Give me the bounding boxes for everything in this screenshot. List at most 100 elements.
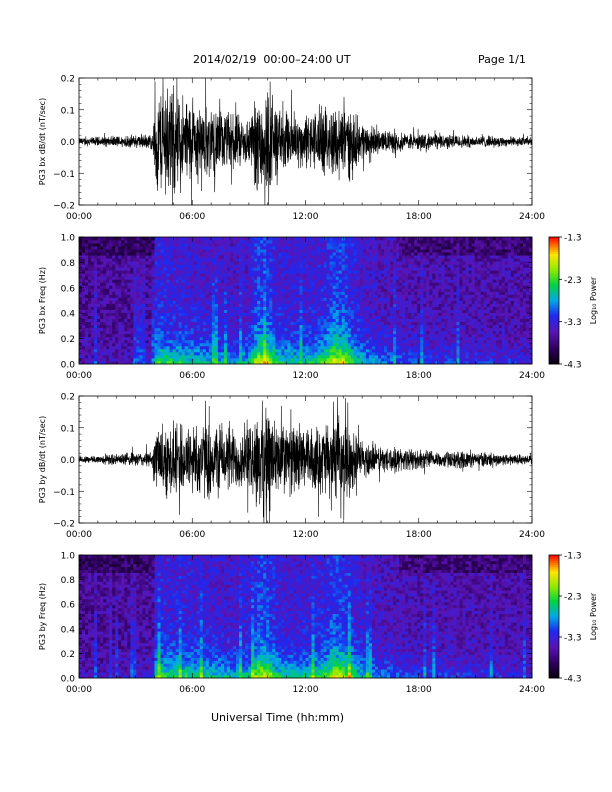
spectrogram-cell — [175, 294, 180, 298]
spectrogram-cell — [106, 258, 110, 262]
spectrogram-cell — [374, 264, 379, 268]
spectrogram-cell — [226, 348, 231, 353]
spectrogram-cell — [287, 243, 291, 247]
spectrogram-cell — [178, 351, 183, 356]
spectrogram-cell — [393, 318, 397, 323]
spectrogram-cell — [100, 333, 104, 338]
spectrogram-cell — [136, 324, 140, 329]
spectrogram-cell — [402, 303, 406, 307]
spectrogram-cell — [323, 324, 328, 329]
spectrogram-cell — [130, 357, 134, 362]
spectrogram-cell — [387, 291, 391, 295]
spectrogram-cell — [305, 261, 309, 265]
spectrogram-cell — [293, 303, 297, 307]
spectrogram-cell — [208, 237, 213, 241]
spectrogram-cell — [359, 255, 364, 259]
spectrogram-cell — [251, 309, 255, 313]
spectrogram-cell — [332, 321, 337, 326]
spectrogram-cell — [356, 255, 361, 259]
spectrogram-cell — [190, 291, 195, 295]
spectrogram-cell — [347, 309, 352, 313]
spectrogram-cell — [405, 327, 409, 332]
spectrogram-cell — [257, 348, 261, 353]
spectrogram-cell — [347, 255, 352, 259]
spectrogram-cell — [109, 342, 113, 347]
spectrogram-cell — [335, 357, 340, 362]
spectrogram-cell — [396, 279, 400, 283]
spectrogram-cell — [344, 270, 349, 274]
spectrogram-cell — [272, 267, 276, 271]
spectrogram-cell — [350, 327, 355, 332]
spectrogram-cell — [169, 354, 174, 359]
spectrogram-cell — [106, 354, 110, 359]
spectrogram-cell — [157, 237, 161, 241]
spectrogram-cell — [314, 306, 318, 310]
spectrogram-cell — [329, 360, 334, 365]
spectrogram-cell — [287, 303, 291, 307]
spectrogram-cell — [184, 264, 189, 268]
spectrogram-cell — [169, 243, 174, 247]
spectrogram-cell — [269, 291, 273, 295]
spectrogram-cell — [338, 258, 343, 262]
spectrogram-cell — [157, 294, 161, 298]
spectrogram-cell — [148, 273, 152, 277]
spectrogram-cell — [145, 273, 149, 277]
spectrogram-cell — [347, 339, 352, 344]
spectrogram-cell — [157, 309, 161, 313]
spectrogram-cell — [293, 258, 297, 262]
spectrogram-cell — [230, 264, 234, 268]
spectrogram-cell — [169, 237, 174, 241]
spectrogram-cell — [257, 327, 261, 332]
spectrogram-cell — [100, 249, 104, 253]
spectrogram-cell — [148, 303, 152, 307]
spectrogram-cell — [272, 318, 276, 323]
spectrogram-cell — [145, 342, 149, 347]
spectrogram-cell — [178, 264, 183, 268]
spectrogram-cell — [127, 315, 131, 320]
spectrogram-cell — [248, 318, 252, 323]
spectrogram-cell — [242, 309, 246, 313]
spectrogram-cell — [169, 279, 174, 283]
spectrogram-cell — [205, 276, 210, 280]
spectrogram-cell — [115, 273, 119, 277]
spectrogram-cell — [408, 288, 412, 292]
spectrogram-cell — [399, 249, 403, 253]
spectrogram-cell — [414, 333, 418, 338]
spectrogram-cell — [178, 333, 183, 338]
spectrogram-cell — [393, 345, 397, 350]
spectrogram-cell — [242, 258, 246, 262]
spectrogram-cell — [148, 312, 152, 317]
spectrogram-cell — [142, 345, 146, 350]
spectrogram-cell — [353, 348, 358, 353]
spectrogram-cell — [332, 315, 337, 320]
spectrogram-cell — [311, 276, 315, 280]
spectrogram-cell — [248, 270, 252, 274]
spectrogram-cell — [408, 249, 412, 253]
spectrogram-cell — [193, 249, 198, 253]
spectrogram-cell — [178, 315, 183, 320]
spectrogram-cell — [272, 279, 276, 283]
spectrogram-cell — [233, 261, 237, 265]
spectrogram-cell — [211, 264, 216, 268]
spectrogram-cell — [308, 357, 312, 362]
spectrogram-cell — [287, 285, 291, 289]
spectrogram-cell — [187, 303, 192, 307]
spectrogram-cell — [293, 330, 297, 335]
spectrogram-cell — [115, 357, 119, 362]
spectrogram-cell — [335, 243, 340, 247]
spectrogram-cell — [208, 276, 213, 280]
spectrogram-cell — [196, 258, 201, 262]
spectrogram-cell — [226, 246, 231, 250]
spectrogram-cell — [196, 273, 201, 277]
spectrogram-cell — [254, 237, 258, 241]
spectrogram-cell — [184, 261, 189, 265]
spectrogram-cell — [91, 294, 95, 298]
spectrogram-cell — [417, 294, 421, 298]
spectrogram-cell — [308, 294, 312, 298]
spectrogram-cell — [154, 303, 158, 307]
spectrogram-cell — [223, 261, 228, 265]
spectrogram-cell — [187, 357, 192, 362]
spectrogram-cell — [353, 327, 358, 332]
spectrogram-cell — [387, 294, 391, 298]
spectrogram-cell — [393, 291, 397, 295]
